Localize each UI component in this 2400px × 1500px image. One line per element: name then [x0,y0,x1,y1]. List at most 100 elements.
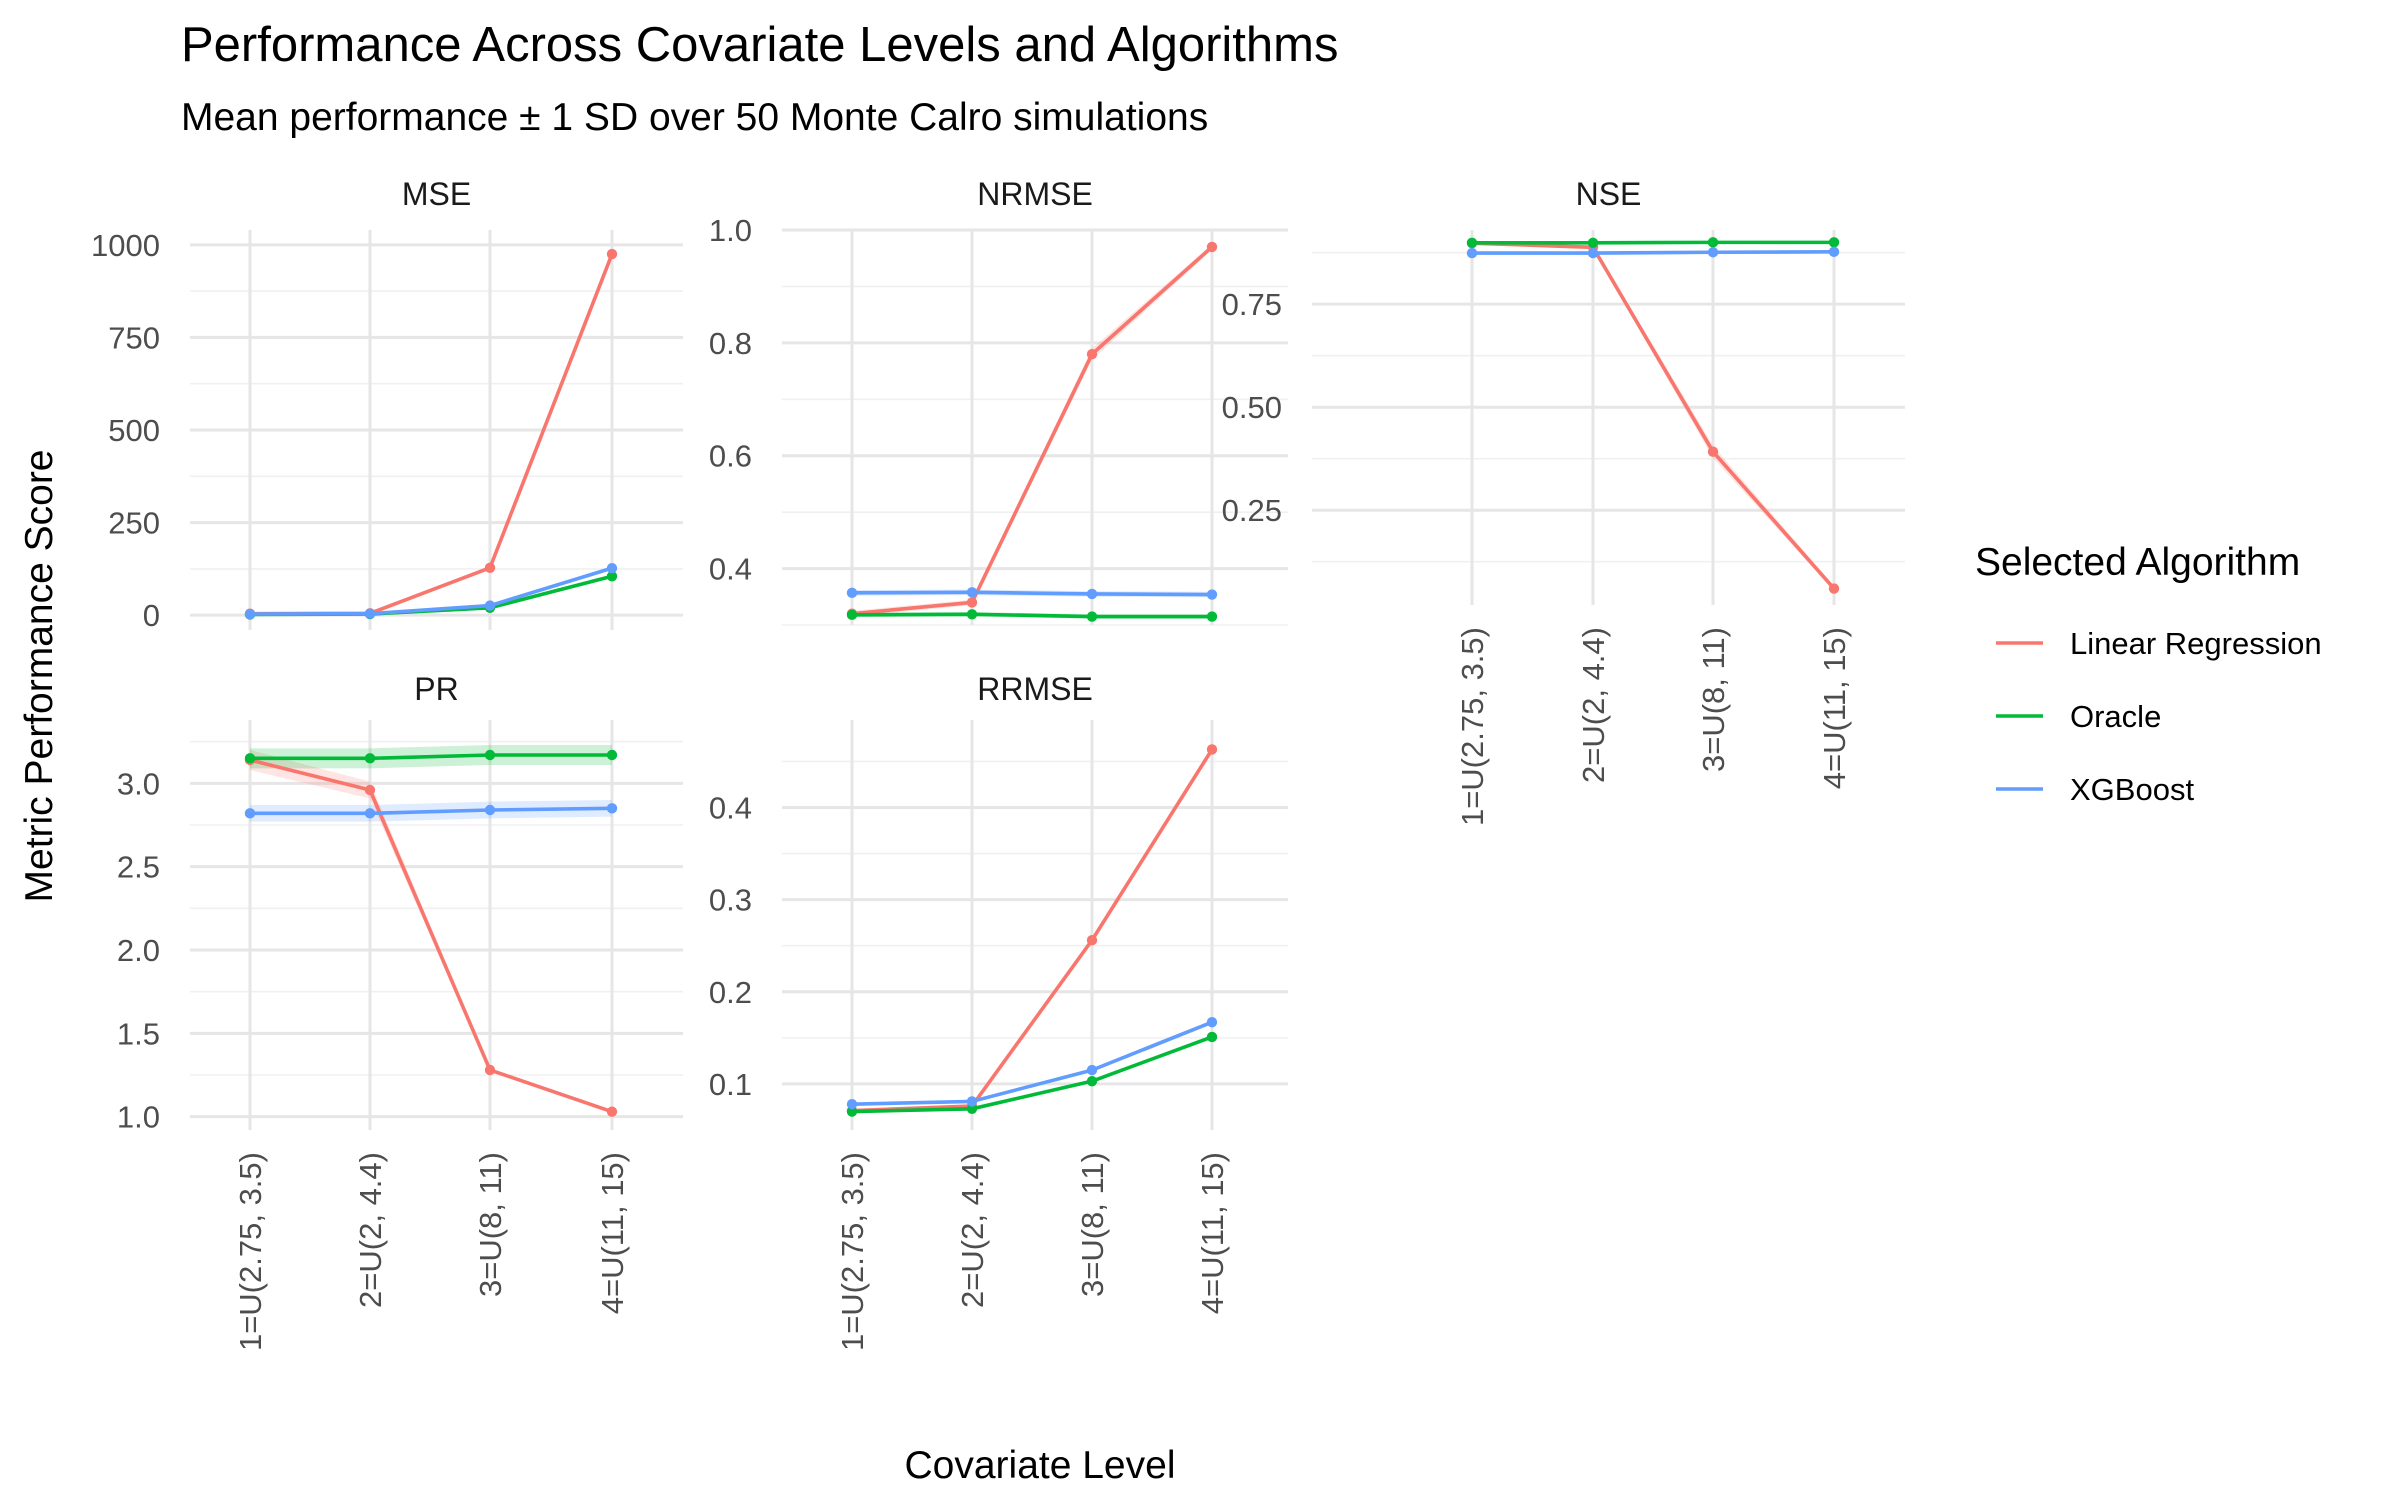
y-tick-label: 750 [108,320,160,355]
data-point-xgboost [1466,247,1478,259]
x-tick-label: 3=U(8, 11) [473,1152,508,1297]
series-line-xgboost [1472,250,1835,255]
data-point-xgboost [484,600,496,611]
data-point-oracle [846,609,858,621]
series-line-oracle [851,612,1212,619]
series-line-linear-regression [1471,241,1836,590]
data-point-oracle [606,749,618,761]
legend: Selected Algorithm Linear Regression Orac… [1975,541,2322,807]
data-point-oracle [606,571,618,582]
data-point-xgboost [364,608,376,619]
data-point-linear-regression [1707,446,1719,457]
series-line-linear-regression [851,748,1214,1113]
series-line-linear-regression [249,758,613,1114]
data-point-oracle [1206,1031,1218,1043]
data-point-linear-regression [364,784,376,796]
data-point-oracle [966,609,978,620]
sd-ribbon-linear-regression [250,251,612,615]
facet-panels: 02505007501000MSE0.40.60.81.0NRMSE0.250.… [91,176,1905,1351]
data-point-linear-regression [606,1106,618,1117]
data-point-oracle [1466,237,1478,248]
data-point-xgboost [244,808,256,819]
y-tick-label: 0.50 [1222,390,1282,425]
y-tick-label: 1.0 [709,213,752,248]
series-line-xgboost [851,590,1213,597]
data-point-xgboost [966,1096,978,1107]
data-point-xgboost [364,808,376,819]
y-tick-label: 1.0 [117,1100,160,1135]
x-tick-label: 1=U(2.75, 3.5) [835,1152,870,1351]
data-point-oracle [966,1103,978,1115]
data-point-xgboost [1206,1017,1218,1028]
data-point-xgboost [244,608,256,620]
legend-item-xgboost: XGBoost [1996,772,2194,807]
legend-title: Selected Algorithm [1975,541,2300,584]
facet-label: NSE [1576,176,1642,212]
x-tick-label: 2=U(2, 4.4) [1576,627,1611,783]
x-tick-label: 1=U(2.75, 3.5) [233,1152,268,1351]
y-tick-label: 250 [108,506,160,541]
data-point-oracle [244,753,256,764]
chart-title: Performance Across Covariate Levels and … [181,18,1338,72]
data-point-xgboost [484,804,496,816]
data-point-linear-regression [966,597,978,608]
data-point-linear-regression [484,1064,496,1076]
data-point-xgboost [1587,247,1599,259]
x-tick-label: 3=U(8, 11) [1696,627,1731,772]
panel-mse: 0 250 500 750 1000 MSE [91,176,683,633]
x-tick-label: 2=U(2, 4.4) [955,1152,990,1308]
y-tick-label: 2.5 [117,850,160,885]
data-point-oracle [1086,611,1098,622]
y-tick-label: 0.6 [709,439,752,474]
y-axis-title: Metric Performance Score [18,450,61,903]
series-line-xgboost [851,1020,1213,1107]
x-tick-label: 3=U(8, 11) [1075,1152,1110,1297]
y-tick-label: 3.0 [117,766,160,801]
legend-label: Linear Regression [2070,626,2322,661]
data-point-oracle [1086,1075,1098,1087]
sd-ribbon-oracle [852,1035,1212,1113]
series-line-oracle [250,753,612,761]
y-tick-label: 1000 [91,228,160,263]
data-point-oracle [364,753,376,764]
sd-ribbon-xgboost [852,1020,1212,1106]
data-point-oracle [1828,237,1840,248]
data-point-linear-regression [1828,583,1840,594]
facet-label: RRMSE [977,671,1093,707]
y-tick-label: 500 [108,413,160,448]
sd-ribbon-linear-regression [1472,241,1834,591]
data-point-xgboost [1206,589,1218,600]
data-point-linear-regression [1086,935,1098,946]
series-line-linear-regression [851,245,1214,616]
data-point-xgboost [966,587,978,598]
data-point-linear-regression [1206,241,1218,253]
data-point-oracle [1707,237,1719,248]
x-tick-label: 4=U(11, 15) [1817,627,1852,789]
data-point-xgboost [606,562,618,574]
chart-subtitle: Mean performance ± 1 SD over 50 Monte Ca… [181,96,1208,139]
data-point-xgboost [606,803,618,814]
x-tick-label: 4=U(11, 15) [595,1152,630,1314]
facet-label: NRMSE [977,176,1093,212]
y-tick-label: 0.75 [1222,287,1282,322]
sd-ribbon-linear-regression [852,244,1212,617]
data-point-oracle [1206,611,1218,622]
legend-items: Linear Regression Oracle XGBoost [1996,626,2322,807]
series-line-oracle [851,1035,1213,1114]
y-tick-label: 0.4 [709,791,752,826]
y-tick-label: 0.1 [709,1067,752,1102]
data-point-linear-regression [484,562,496,573]
data-point-oracle [846,1106,858,1117]
x-tick-label: 4=U(11, 15) [1195,1152,1230,1314]
legend-label: Oracle [2070,699,2161,734]
y-tick-label: 1.5 [117,1016,160,1051]
data-point-xgboost [1707,247,1719,258]
data-point-xgboost [846,587,858,599]
data-point-oracle [1587,237,1599,248]
legend-label: XGBoost [2070,772,2194,807]
data-point-linear-regression [1086,348,1098,360]
data-point-oracle [484,749,496,761]
x-tick-label: 2=U(2, 4.4) [353,1152,388,1308]
y-tick-label: 0.2 [709,975,752,1010]
